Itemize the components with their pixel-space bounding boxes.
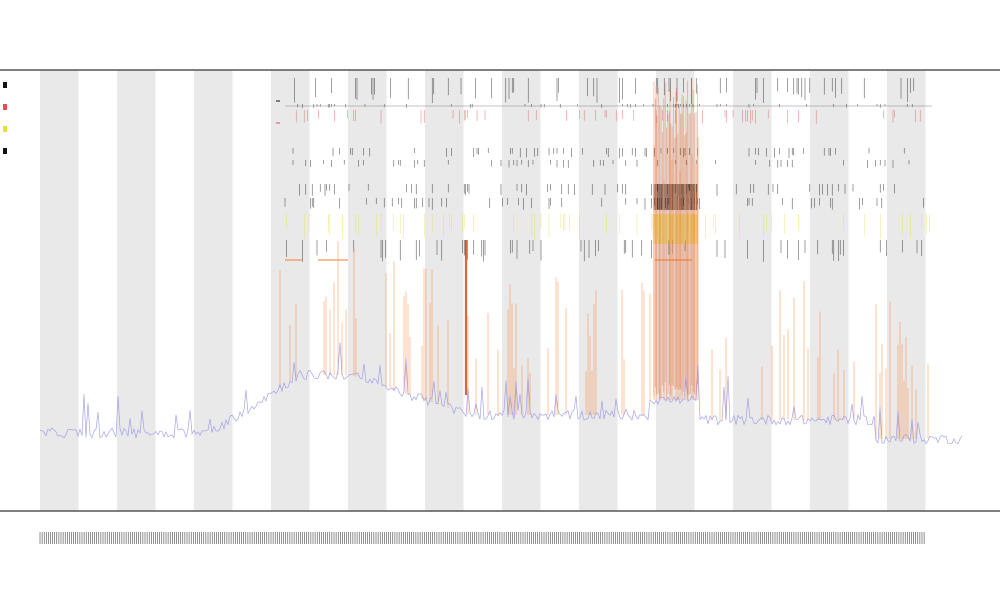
- legend-swatch: [3, 82, 7, 88]
- background-band: [40, 70, 79, 511]
- background-band: [502, 70, 541, 511]
- background-band: [810, 70, 849, 511]
- legend-swatch: [3, 126, 7, 132]
- legend-swatch: [3, 148, 7, 154]
- legend-swatch: [3, 104, 7, 110]
- background-band: [194, 70, 233, 511]
- baseline-series: [39, 342, 963, 445]
- event-row-5: [292, 160, 910, 168]
- background-bands: [40, 70, 926, 511]
- signal-series: [279, 78, 929, 439]
- background-band: [733, 70, 772, 511]
- event-row-2: [285, 104, 932, 108]
- event-tick-rows: [284, 78, 932, 262]
- legend: [3, 82, 7, 154]
- background-band: [425, 70, 464, 511]
- background-band: [348, 70, 387, 511]
- background-band: [117, 70, 156, 511]
- background-band: [271, 70, 310, 511]
- background-band: [579, 70, 618, 511]
- inner-legend: [276, 100, 280, 124]
- background-band: [887, 70, 926, 511]
- baseline-line: [39, 342, 963, 445]
- event-row-9: [286, 240, 923, 262]
- event-row-3: [295, 110, 921, 124]
- event-row-1: [294, 78, 915, 104]
- x-tick-labels: [39, 532, 925, 544]
